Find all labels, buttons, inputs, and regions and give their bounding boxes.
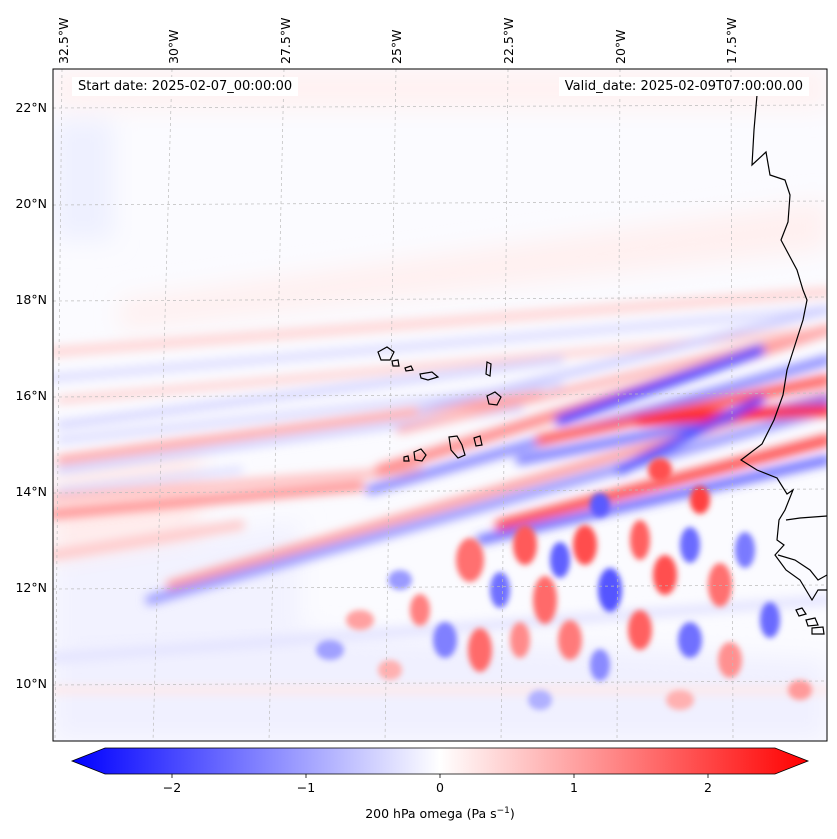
senegal-coast-south (785, 515, 827, 521)
colorbar-label-close: ) (509, 806, 515, 822)
lon-label: 27.5°W (278, 18, 293, 64)
colorbar: −2 −1 0 1 2 (70, 747, 810, 795)
colorbar-ticks (171, 774, 709, 778)
lat-label: 20°N (15, 196, 47, 211)
island-brava (403, 455, 410, 462)
lon-label: 17.5°W (724, 18, 739, 64)
island-sao-vicente (391, 359, 400, 367)
island-fogo (413, 448, 427, 462)
lon-labels: 32.5°W 30°W 27.5°W 25°W 22.5°W 20°W 17.5… (56, 18, 739, 64)
map-panel (53, 69, 827, 741)
start-date-label: Start date: 2025-02-07_00:00:00 (72, 77, 299, 96)
omega-field-bands (53, 287, 827, 694)
lat-label: 12°N (15, 580, 47, 595)
lat-labels: 22°N 20°N 18°N 16°N 14°N 12°N 10°N (15, 100, 47, 691)
island-santiago (448, 435, 466, 459)
gridlines (53, 69, 827, 741)
omega-field-cells (316, 458, 812, 710)
lon-label: 20°W (613, 29, 628, 64)
lon-label: 30°W (166, 29, 181, 64)
lat-label: 22°N (15, 100, 47, 115)
colorbar-tick-label: 1 (570, 780, 578, 795)
map-frame (52, 68, 828, 742)
lat-label: 14°N (15, 484, 47, 499)
africa-coastline (739, 94, 827, 602)
island-sal (485, 361, 492, 377)
colorbar-label: 200 hPa omega (Pa s−1) (0, 806, 837, 821)
lat-label: 18°N (15, 292, 47, 307)
colorbar-tick-label: 2 (704, 780, 712, 795)
colorbar-label-text: 200 hPa omega (Pa s (365, 806, 497, 822)
island-sao-nicolau (404, 365, 414, 372)
colorbar-body (70, 747, 810, 775)
island-boa-vista (486, 391, 502, 406)
island-maio (473, 435, 483, 447)
guinea-bissau-coast (777, 554, 827, 581)
colorbar-label-exponent: −1 (496, 806, 510, 816)
valid-date-label: Valid_date: 2025-02-09T07:00:00.00 (558, 77, 809, 96)
colorbar-tick-label: −2 (163, 780, 181, 795)
colorbar-tick-label: −1 (297, 780, 315, 795)
lon-label: 25°W (389, 29, 404, 64)
island-islets (419, 371, 440, 381)
islands-bissagos (795, 607, 825, 635)
island-sao-antao (377, 346, 395, 361)
colorbar-tick-label: 0 (436, 780, 444, 795)
coastlines (377, 94, 827, 635)
lat-label: 16°N (15, 388, 47, 403)
lon-label: 22.5°W (501, 18, 516, 64)
lon-label: 32.5°W (56, 18, 71, 64)
lat-label: 10°N (15, 676, 47, 691)
